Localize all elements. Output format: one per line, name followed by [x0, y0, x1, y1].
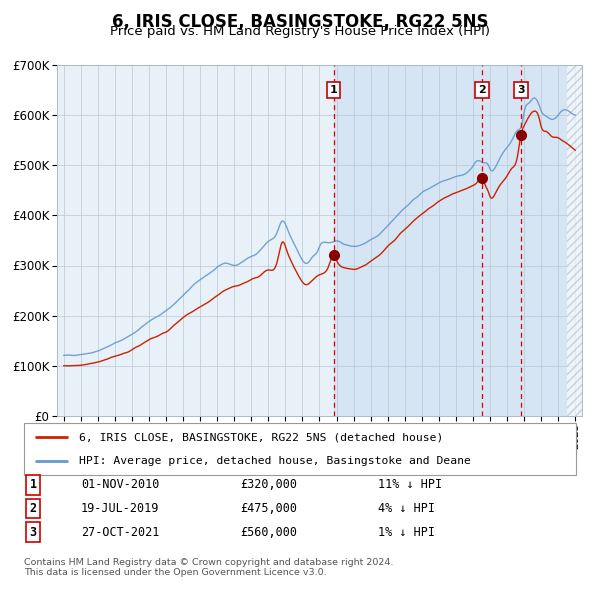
- Text: 01-NOV-2010: 01-NOV-2010: [81, 478, 160, 491]
- Text: 4% ↓ HPI: 4% ↓ HPI: [378, 502, 435, 515]
- Text: 6, IRIS CLOSE, BASINGSTOKE, RG22 5NS: 6, IRIS CLOSE, BASINGSTOKE, RG22 5NS: [112, 13, 488, 31]
- Text: £320,000: £320,000: [240, 478, 297, 491]
- Text: 1: 1: [330, 85, 338, 95]
- Text: 3: 3: [517, 85, 525, 95]
- Text: 27-OCT-2021: 27-OCT-2021: [81, 526, 160, 539]
- Text: This data is licensed under the Open Government Licence v3.0.: This data is licensed under the Open Gov…: [24, 568, 326, 577]
- Bar: [566, 65, 582, 416]
- Text: 1: 1: [29, 478, 37, 491]
- Text: 19-JUL-2019: 19-JUL-2019: [81, 502, 160, 515]
- Text: 1% ↓ HPI: 1% ↓ HPI: [378, 526, 435, 539]
- Text: £475,000: £475,000: [240, 502, 297, 515]
- Text: Contains HM Land Registry data © Crown copyright and database right 2024.: Contains HM Land Registry data © Crown c…: [24, 558, 394, 566]
- Bar: [566, 65, 582, 416]
- Text: 2: 2: [29, 502, 37, 515]
- Text: 6, IRIS CLOSE, BASINGSTOKE, RG22 5NS (detached house): 6, IRIS CLOSE, BASINGSTOKE, RG22 5NS (de…: [79, 432, 443, 442]
- Text: Price paid vs. HM Land Registry's House Price Index (HPI): Price paid vs. HM Land Registry's House …: [110, 25, 490, 38]
- Text: £560,000: £560,000: [240, 526, 297, 539]
- Text: 3: 3: [29, 526, 37, 539]
- Bar: [334, 65, 582, 416]
- Text: 2: 2: [478, 85, 486, 95]
- Text: HPI: Average price, detached house, Basingstoke and Deane: HPI: Average price, detached house, Basi…: [79, 456, 471, 466]
- Text: 11% ↓ HPI: 11% ↓ HPI: [378, 478, 442, 491]
